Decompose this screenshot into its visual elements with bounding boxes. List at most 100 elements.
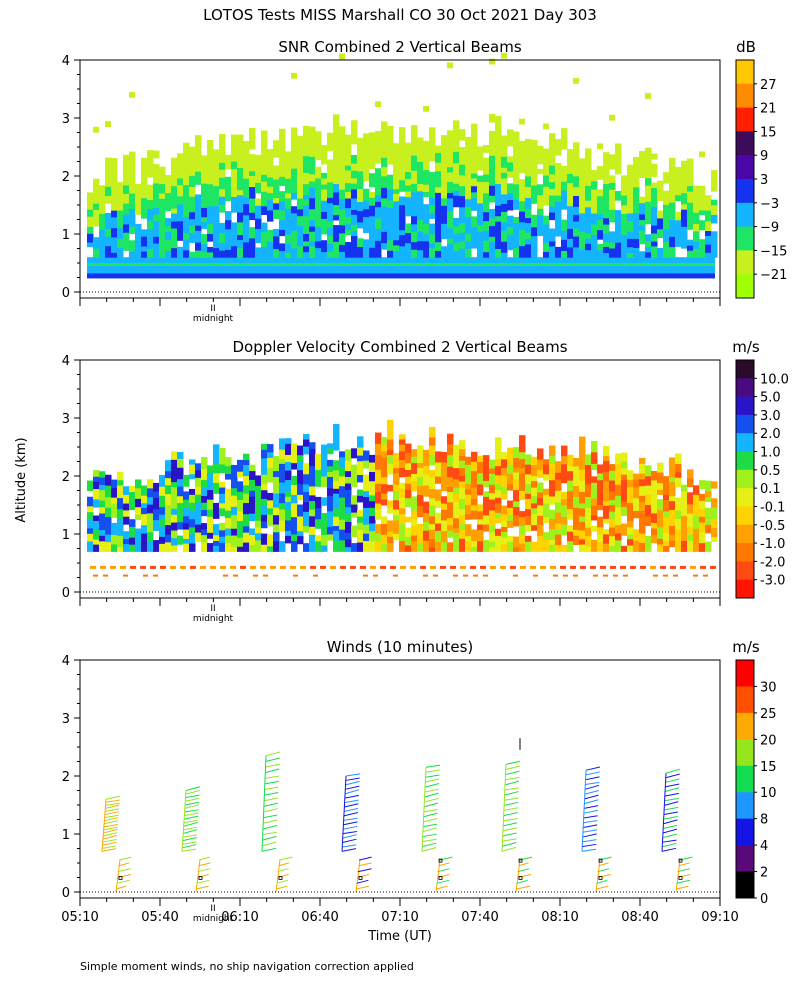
wind-barb <box>502 842 517 847</box>
snr-cell <box>585 148 592 159</box>
wind-barb <box>675 885 689 890</box>
wind-barb <box>115 885 127 890</box>
velocity-cell <box>525 524 532 532</box>
velocity-cell <box>387 484 394 492</box>
velocity-cell <box>399 438 406 445</box>
snr-cell <box>93 203 100 211</box>
velocity-cell <box>381 465 388 478</box>
snr-cell <box>267 209 274 222</box>
snr-cell <box>621 213 628 222</box>
velocity-cell <box>537 504 544 516</box>
x-tick-label: 07:10 <box>381 910 418 925</box>
snr-cell <box>141 251 148 258</box>
velocity-cell <box>177 486 184 497</box>
snr-cell <box>651 233 658 242</box>
snr-cell <box>543 123 549 130</box>
colorbar-label: -0.5 <box>760 519 785 534</box>
snr-cell <box>231 196 238 205</box>
snr-cell <box>417 209 424 221</box>
velocity-cell <box>549 455 556 464</box>
velocity-cell <box>699 508 706 517</box>
snr-cell <box>189 154 196 167</box>
velocity-cell <box>681 490 688 498</box>
snr-cell <box>201 190 208 198</box>
wind-barb <box>198 856 210 861</box>
snr-cell <box>189 203 196 213</box>
snr-cell <box>477 181 484 190</box>
snr-cell <box>129 251 136 258</box>
snr-cell <box>243 152 250 163</box>
snr-cell <box>411 223 418 232</box>
snr-cell <box>189 196 196 204</box>
velocity-cell <box>405 476 412 484</box>
velocity-cell <box>399 507 406 515</box>
snr-cell <box>207 188 214 197</box>
velocity-cell <box>423 501 430 514</box>
snr-cell <box>597 229 604 240</box>
snr-cell <box>663 252 670 258</box>
velocity-cell <box>225 528 232 536</box>
velocity-cell <box>93 481 100 490</box>
wind-barb <box>582 843 597 848</box>
velocity-cell <box>540 565 546 569</box>
snr-cell <box>537 202 544 209</box>
velocity-cell <box>207 532 214 539</box>
velocity-cell <box>590 565 596 569</box>
velocity-cell <box>579 436 586 446</box>
velocity-cell <box>237 481 244 492</box>
snr-cell <box>309 146 316 157</box>
snr-cell <box>573 167 580 177</box>
wind-barb <box>582 839 597 843</box>
wind-barb <box>663 811 678 816</box>
velocity-cell <box>225 494 232 503</box>
snr-cell <box>543 223 550 232</box>
velocity-cell <box>213 463 220 474</box>
velocity-cell <box>519 443 526 453</box>
colorbar-swatch <box>736 488 754 507</box>
velocity-cell <box>105 527 112 535</box>
snr-cell <box>237 145 244 155</box>
snr-cell <box>615 168 622 175</box>
snr-cell <box>405 242 412 251</box>
snr-cell <box>183 227 190 234</box>
snr-cell <box>363 165 370 173</box>
velocity-cell <box>640 565 646 569</box>
snr-cell <box>243 249 250 258</box>
velocity-cell <box>381 493 388 500</box>
snr-cell <box>399 168 406 181</box>
velocity-cell <box>99 535 106 542</box>
snr-cell <box>279 145 286 151</box>
wind-barb <box>425 778 440 783</box>
velocity-cell <box>507 520 514 528</box>
velocity-cell <box>687 533 694 541</box>
velocity-cell <box>423 540 430 552</box>
velocity-cell <box>435 512 442 524</box>
snr-cell <box>465 216 472 223</box>
snr-cell <box>513 247 520 258</box>
snr-cell <box>237 202 244 213</box>
snr-cell <box>423 184 430 192</box>
velocity-cell <box>411 473 418 481</box>
snr-cell <box>201 163 208 170</box>
snr-cell <box>195 206 202 216</box>
snr-cell <box>495 172 502 185</box>
snr-cell <box>525 238 532 245</box>
snr-cell <box>165 187 172 194</box>
velocity-cell <box>99 522 106 531</box>
velocity-cell <box>441 471 448 484</box>
velocity-cell <box>591 451 598 464</box>
snr-cell <box>321 155 328 165</box>
wind-barb <box>582 829 598 833</box>
snr-cell <box>207 246 214 253</box>
velocity-cell <box>375 524 382 534</box>
snr-cell <box>129 91 135 98</box>
velocity-cell <box>357 436 364 448</box>
snr-cell <box>165 225 172 232</box>
velocity-cell <box>429 515 436 525</box>
snr-cell <box>285 197 292 204</box>
snr-cell <box>681 203 688 210</box>
snr-cell <box>339 208 346 217</box>
snr-cell <box>147 248 154 258</box>
snr-cell <box>369 181 376 188</box>
velocity-cell <box>297 461 304 471</box>
